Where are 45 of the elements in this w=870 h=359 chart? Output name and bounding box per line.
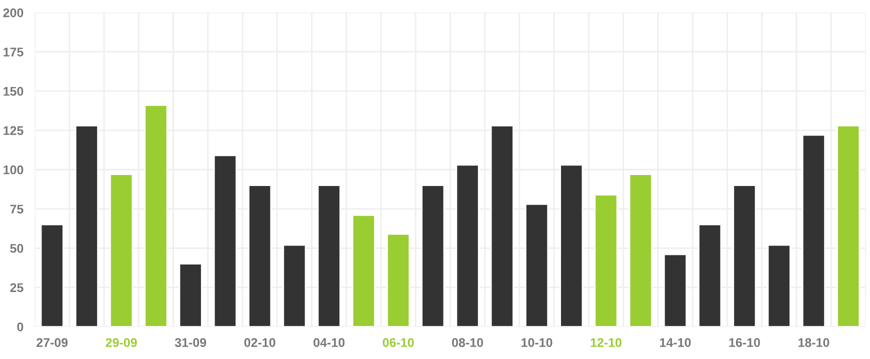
y-tick-label: 150 <box>4 86 24 96</box>
bar <box>525 203 549 327</box>
bar <box>352 214 376 327</box>
bar <box>698 224 722 327</box>
x-tick-label: 06-10 <box>382 338 414 347</box>
bar <box>767 244 791 327</box>
x-tick-label: 29-09 <box>106 338 137 347</box>
bar <box>732 184 756 327</box>
y-tick-label: 200 <box>3 8 24 18</box>
y-tick-label: 175 <box>4 48 24 56</box>
y-tick-label: 0 <box>17 322 24 332</box>
bar <box>282 244 306 327</box>
y-tick-label: 125 <box>4 126 24 136</box>
x-tick-label: 08-10 <box>452 338 484 347</box>
bar <box>490 124 514 327</box>
bar <box>802 134 826 327</box>
bar <box>456 164 480 327</box>
y-tick-label: 50 <box>10 244 24 253</box>
bar <box>421 184 445 327</box>
x-tick-label: 14-10 <box>660 338 691 347</box>
x-tick-label: 04-10 <box>314 338 345 347</box>
bar <box>248 184 272 327</box>
bar <box>110 174 134 327</box>
bar <box>74 124 98 327</box>
y-tick-label: 75 <box>10 204 24 214</box>
bar <box>628 174 652 327</box>
bar <box>386 233 410 327</box>
x-tick-label: 18-10 <box>798 338 830 347</box>
bar <box>178 263 202 327</box>
bar <box>317 184 341 327</box>
x-tick-label: 10-10 <box>522 338 552 347</box>
y-tick-label: 25 <box>10 283 24 292</box>
bar <box>663 254 688 327</box>
x-tick-label: 16-10 <box>729 338 760 347</box>
x-tick-label: 02-10 <box>244 338 276 347</box>
x-tick-label: 31-09 <box>174 338 206 347</box>
bar <box>213 154 237 327</box>
y-tick-label: 100 <box>4 165 24 174</box>
x-tick-label: 12-10 <box>590 338 622 347</box>
bar <box>40 224 64 327</box>
bar <box>144 104 168 327</box>
x-tick-label: 27-09 <box>36 338 68 347</box>
bar <box>594 194 618 327</box>
bar <box>560 164 584 327</box>
bar <box>836 124 860 327</box>
